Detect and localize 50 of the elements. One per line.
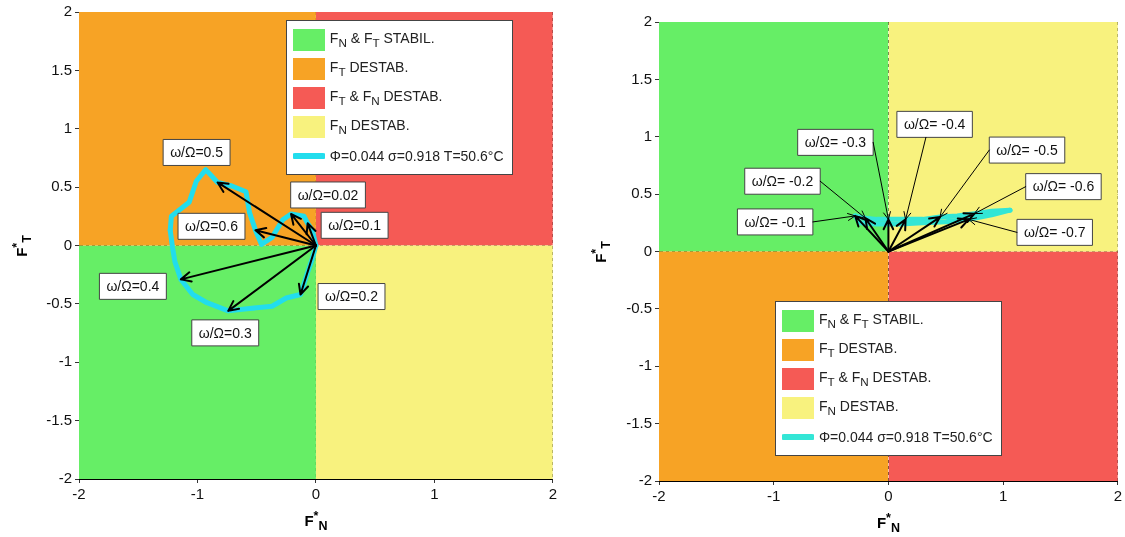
y-tick-label: 1.5	[631, 69, 652, 87]
annotation: ω/Ω=0.5	[170, 144, 224, 161]
y-tick-label: -1	[638, 356, 652, 374]
legend-label: F$_{T}$ DESTAB.	[818, 340, 898, 359]
y-tick-label: -0.5	[46, 294, 72, 312]
y-tick-label: -0.5	[626, 299, 652, 317]
annotation: ω/Ω= -0.2	[751, 173, 814, 190]
annotation: ω/Ω= -0.7	[1023, 224, 1086, 241]
annotation: ω/Ω= -0.1	[744, 213, 807, 230]
annotation: ω/Ω=0.2	[325, 288, 379, 305]
legend-label: F$_{N}$ DESTAB.	[818, 398, 899, 417]
x-tick-label: 2	[1113, 487, 1122, 505]
y-tick-label: -2	[638, 471, 652, 489]
annotation: ω/Ω=0.3	[198, 324, 252, 341]
legend-label: F$_{N}$ & F$_{T}$ STABIL.	[818, 311, 924, 330]
x-tick-label: -1	[190, 485, 205, 503]
legend-label: F$_{N}$ & F$_{T}$ STABIL.	[329, 30, 435, 49]
annotation: ω/Ω= -0.5	[996, 141, 1058, 158]
legend-label: F$_{T}$ & F$_{N}$ DESTAB.	[329, 88, 443, 107]
x-tick-label: 0	[311, 485, 321, 503]
y-tick-label: -1.5	[46, 410, 72, 428]
annotation: ω/Ω=0.4	[106, 278, 160, 295]
y-tick-label: 0.5	[51, 177, 72, 195]
x-tick-label: 0	[884, 487, 893, 505]
y-tick-label: 2	[643, 12, 652, 30]
x-tick-label: 2	[548, 485, 557, 503]
legend-label: Φ=0.044 σ=0.918 T=50.6°C	[818, 428, 993, 445]
legend-label: F$_{T}$ DESTAB.	[329, 59, 409, 78]
legend-label: Φ=0.044 σ=0.918 T=50.6°C	[329, 147, 504, 164]
y-tick-label: 0	[643, 241, 652, 259]
legend-label: F$_{T}$ & F$_{N}$ DESTAB.	[818, 369, 932, 388]
x-tick-label: 1	[430, 485, 439, 503]
annotation: ω/Ω= -0.4	[903, 116, 966, 133]
y-tick-label: 0.5	[631, 184, 652, 202]
y-tick-label: 0	[63, 235, 72, 253]
x-tick-label: 1	[998, 487, 1008, 505]
legend-label: F$_{N}$ DESTAB.	[329, 117, 410, 136]
annotation: ω/Ω=0.1	[328, 217, 382, 234]
annotation: ω/Ω= -0.6	[1032, 178, 1095, 195]
y-tick-label: -1	[58, 352, 72, 370]
y-tick-label: 2	[63, 2, 72, 20]
y-tick-label: 1	[643, 126, 652, 144]
annotation: ω/Ω=0.02	[297, 186, 359, 203]
annotation: ω/Ω= -0.3	[804, 134, 867, 151]
y-tick-label: -1.5	[626, 413, 652, 431]
y-tick-label: -2	[58, 469, 72, 487]
annotation: ω/Ω=0.6	[185, 218, 239, 235]
y-tick-label: 1	[63, 118, 72, 136]
y-tick-label: 1.5	[51, 60, 72, 78]
x-tick-label: -1	[767, 487, 781, 505]
